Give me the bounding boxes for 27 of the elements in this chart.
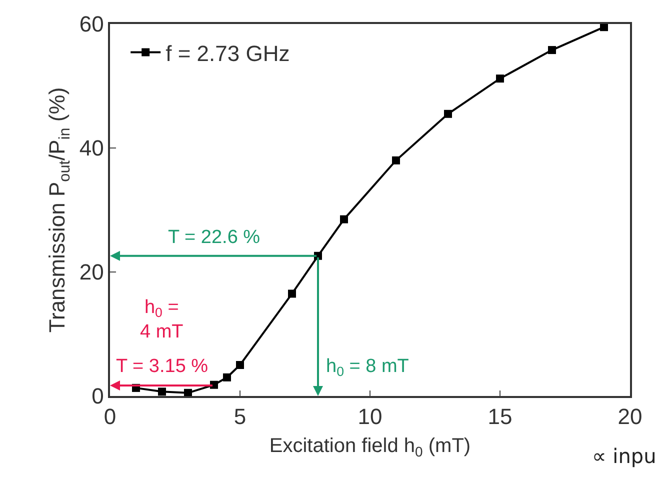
legend-label: f = 2.73 GHz (166, 40, 290, 66)
annotation: h$_{0}$ = 4 mT (140, 297, 184, 343)
annotation: h$_{0}$ = 8 mT (326, 356, 410, 379)
text: ∝ inpu (592, 444, 656, 468)
point (496, 74, 504, 83)
point (223, 373, 231, 382)
point (444, 110, 452, 118)
y-tick-label: 40 (79, 136, 104, 161)
point (600, 24, 608, 32)
point (548, 46, 556, 54)
y-tick-label: 0 (92, 384, 104, 409)
x-tick-label: 20 (618, 404, 642, 430)
y-tick-label: 60 (79, 12, 104, 37)
point (184, 388, 192, 396)
x-tick-label: 5 (234, 404, 246, 430)
point (288, 290, 296, 298)
point (210, 380, 218, 389)
point (236, 361, 244, 369)
x-tick-label: 15 (488, 404, 512, 430)
y-tick-label: 20 (79, 260, 104, 285)
annotation: T = 22.6 % (168, 227, 260, 248)
point (158, 388, 166, 396)
x-tick-label: 10 (358, 404, 382, 430)
point (340, 215, 348, 224)
x-axis-title: Excitation field h$_{0}$ (mT) (269, 435, 471, 460)
point (392, 156, 400, 164)
annotation: T = 3.15 % (116, 356, 208, 377)
